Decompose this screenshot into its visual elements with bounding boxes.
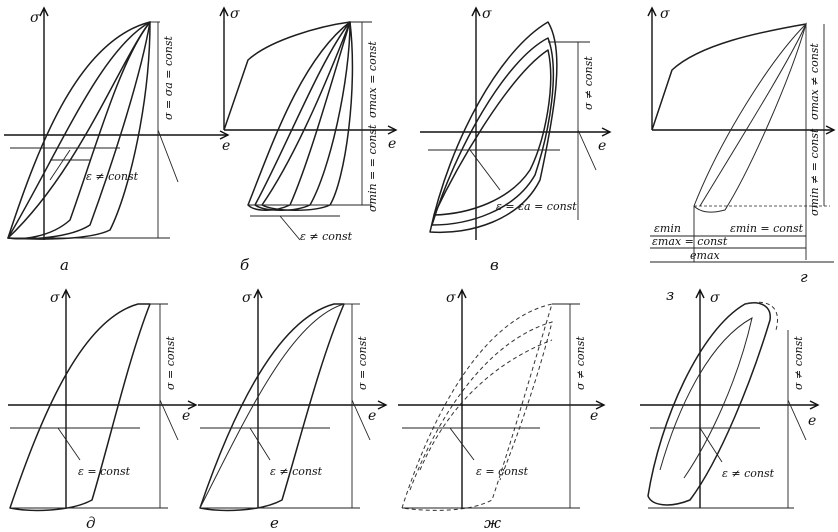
panel-z-loop-2: [659, 317, 753, 479]
panel-e-y-label: σ: [242, 290, 252, 306]
panel-d-x-label: e: [182, 408, 190, 424]
panel-a-loop-3: [7, 21, 151, 240]
panel-d-y-label: σ: [50, 290, 60, 306]
panel-zh-eps-label: ε = const: [476, 465, 529, 478]
panel-g-sigma-max-label: σmax ≠ const: [808, 43, 821, 120]
panel-v-caption: в: [490, 256, 499, 274]
panel-zh-loop-3: [419, 339, 553, 471]
panel-a-eps-label: ε ≠ const: [86, 170, 139, 183]
panel-zh-y-label: σ: [446, 290, 456, 306]
panel-z-caption: з: [666, 286, 674, 304]
panel-b-initial: [223, 21, 351, 131]
panel-d-loop: [9, 303, 151, 512]
panel-d: σ e σ = const ε = const д: [8, 288, 198, 532]
panel-g-emin-label: εmin: [654, 222, 681, 235]
panel-z-y-label: σ: [710, 290, 720, 306]
panel-z-sigma-label: σ ≠ const: [792, 336, 805, 390]
panel-zh-x-label: e: [590, 408, 598, 424]
panel-e-eps-label: ε ≠ const: [270, 465, 323, 478]
panel-zh: σ e σ ≠ const ε = const ж: [398, 288, 606, 532]
panel-b-eps-label: ε ≠ const: [300, 230, 353, 243]
panel-v-loop-3: [433, 49, 552, 216]
panel-v-loop-2: [431, 37, 555, 226]
panel-a-x-label: e: [222, 138, 230, 154]
panel-b-y-label: σ: [230, 6, 240, 22]
panel-b-caption: б: [240, 256, 250, 274]
panel-g-caption: г: [800, 268, 808, 286]
panel-e-x-label: e: [368, 408, 376, 424]
panel-d-caption: д: [86, 514, 96, 532]
panel-z: σ e σ ≠ const ε ≠ const з: [640, 286, 820, 509]
panel-a-loop-1: [7, 21, 151, 240]
panel-g-emax-label: emax: [690, 249, 720, 262]
panel-z-x-label: e: [808, 413, 816, 429]
panel-e: σ e σ = const ε ≠ const е: [198, 288, 388, 532]
panel-a-sigma-label: σ = σa = const: [162, 35, 175, 120]
panel-b-loop-3: [261, 21, 354, 211]
panel-e-sigma-label: σ = const: [356, 336, 369, 390]
panel-b: σ e σmax = const σmin = = const ε ≠ cons…: [219, 6, 398, 274]
panel-g-initial: [651, 23, 807, 131]
panel-v-eps-label: ε = εa = const: [496, 200, 577, 213]
panel-z-loop-1: [647, 302, 771, 506]
panel-g: σ σmax ≠ const σmin ≠ = const εmin εmin …: [647, 6, 836, 286]
panel-g-emax-const-label: εmax = const: [652, 235, 728, 248]
panel-a: σ e σ = σa = const ε ≠ const а: [4, 6, 230, 274]
panel-zh-caption: ж: [484, 514, 501, 532]
panel-v-sigma-label: σ ≠ const: [582, 56, 595, 110]
panel-b-loop-2: [254, 21, 351, 211]
panel-g-emin-const-label: εmin = const: [730, 222, 804, 235]
panel-v-y-label: σ: [482, 6, 492, 22]
panel-e-loop-2: [199, 303, 345, 509]
panel-b-loop-1: [247, 21, 351, 211]
panel-v-loop-outer: [429, 21, 558, 234]
panel-e-caption: е: [270, 514, 279, 532]
panel-v-x-label: e: [598, 138, 606, 154]
panel-a-y-label: σ: [30, 10, 40, 26]
panel-a-loop-2: [7, 21, 151, 240]
panel-e-loop-1: [199, 303, 345, 512]
panel-zh-loop-2: [409, 321, 553, 491]
panel-b-sigma-max-label: σmax = const: [366, 41, 379, 118]
panel-a-caption: а: [60, 256, 69, 274]
panel-d-sigma-label: σ = const: [164, 336, 177, 390]
panel-zh-loop-1: [401, 303, 553, 511]
panel-b-sigma-min-label: σmin = = const: [366, 124, 379, 212]
panel-g-sigma-min-label: σmin ≠ = const: [808, 128, 821, 216]
panel-zh-sigma-label: σ ≠ const: [574, 336, 587, 390]
panel-b-x-label: e: [388, 136, 396, 152]
panel-z-loop-3: [744, 301, 778, 331]
panel-z-eps-label: ε ≠ const: [722, 467, 775, 480]
panel-g-loop: [693, 22, 808, 213]
panel-v: σ e σ ≠ const ε = εa = const в: [420, 6, 612, 274]
panel-g-y-label: σ: [660, 6, 670, 22]
panel-d-eps-label: ε = const: [78, 465, 131, 478]
